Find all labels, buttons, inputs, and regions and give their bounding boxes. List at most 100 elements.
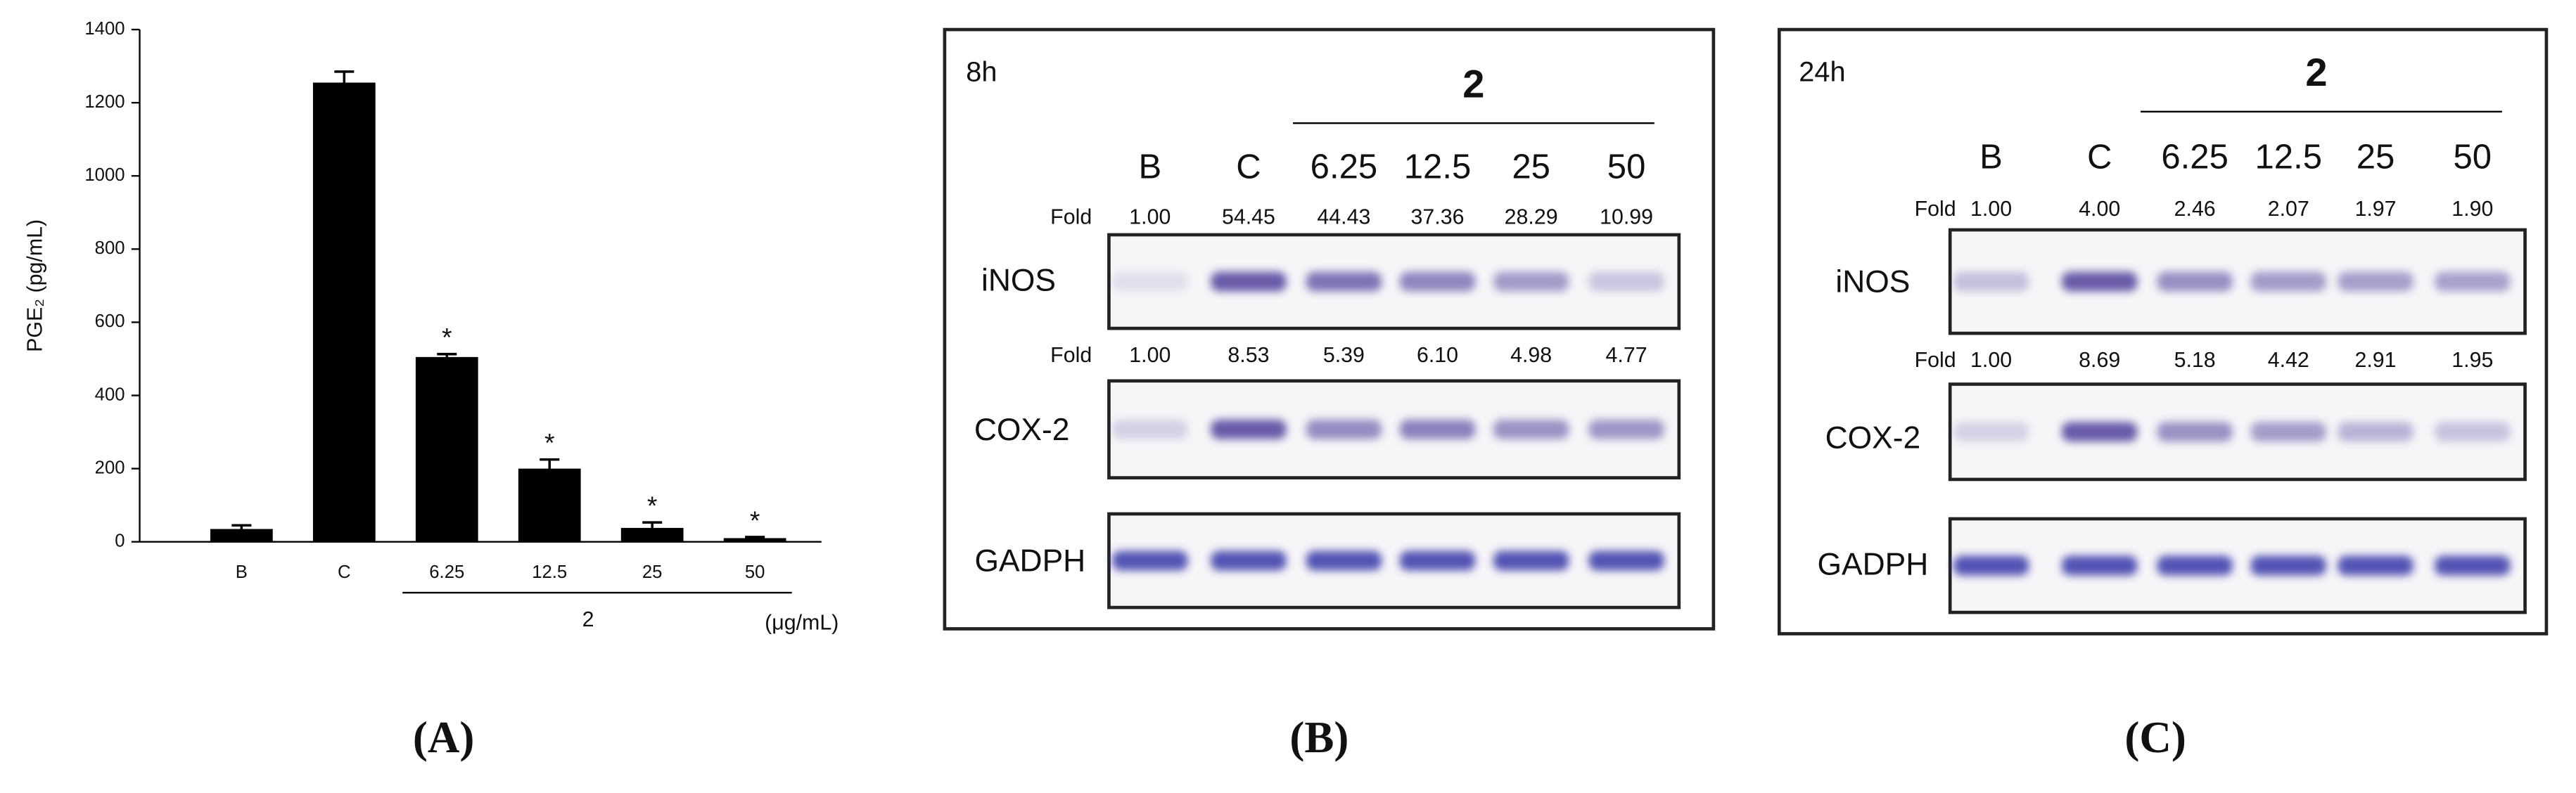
fold-label: Fold	[1050, 344, 1092, 367]
y-tick-label: 600	[95, 311, 125, 331]
fold-value: 4.00	[2079, 198, 2120, 221]
band	[2061, 422, 2138, 442]
lane-label: 25	[1512, 148, 1550, 186]
blot-frame	[1948, 517, 2527, 614]
y-tick-label: 200	[95, 458, 125, 477]
band	[2435, 271, 2511, 292]
band	[2435, 555, 2511, 576]
fold-value: 2.46	[2174, 198, 2216, 221]
y-tick-label: 1000	[84, 165, 125, 185]
band	[2250, 422, 2326, 442]
fold-value: 4.42	[2268, 349, 2309, 372]
band	[2061, 555, 2138, 576]
band	[2338, 422, 2414, 442]
lane-label: 50	[2454, 138, 2492, 176]
bar	[415, 356, 478, 542]
time-label: 24h	[1799, 57, 1845, 88]
band	[1211, 550, 1287, 571]
fold-label: Fold	[1915, 198, 1956, 221]
blot-frame	[1107, 233, 1681, 330]
band	[1306, 550, 1382, 571]
y-tick-label: 1400	[84, 19, 125, 39]
error-bar	[745, 536, 765, 539]
fold-value: 1.90	[2451, 198, 2493, 221]
band	[1493, 550, 1569, 571]
y-tick-label: 800	[95, 238, 125, 258]
row-label: GADPH	[974, 544, 1085, 579]
x-tick-label: B	[236, 562, 248, 582]
band	[2435, 422, 2511, 442]
significance-mark: *	[750, 505, 760, 535]
y-tick-label: 0	[115, 531, 125, 550]
band	[1399, 550, 1476, 571]
fold-value: 28.29	[1505, 206, 1558, 229]
band	[1112, 550, 1188, 571]
error-bar	[642, 521, 663, 528]
panel-label: (C)	[2124, 713, 2186, 762]
significance-mark: *	[544, 427, 555, 457]
fold-value: 1.00	[1129, 206, 1171, 229]
lane-label: 6.25	[2161, 138, 2228, 176]
band	[1953, 555, 2029, 576]
x-tick-label: 12.5	[532, 562, 567, 582]
band	[1493, 419, 1569, 439]
row-label: COX-2	[974, 413, 1070, 447]
bar	[620, 527, 684, 542]
lane-label: 50	[1607, 148, 1646, 186]
lane-label: B	[1979, 138, 2003, 176]
lane-label: B	[1138, 148, 1161, 186]
band	[2338, 555, 2414, 576]
fold-value: 8.53	[1228, 344, 1269, 367]
band	[1112, 419, 1188, 439]
fold-value: 4.98	[1510, 344, 1552, 367]
band	[1493, 271, 1569, 292]
significance-mark: *	[442, 323, 452, 352]
blot-frame	[1948, 382, 2527, 482]
band	[1399, 271, 1476, 292]
band	[2157, 422, 2233, 442]
group-label: 2	[2305, 50, 2327, 94]
error-bar	[231, 524, 252, 529]
fold-value: 8.69	[2079, 349, 2120, 372]
bar	[210, 529, 273, 542]
group-label: 2	[582, 608, 594, 631]
band	[1211, 419, 1287, 439]
fold-value: 1.00	[1970, 349, 2012, 372]
fold-value: 4.77	[1606, 344, 1647, 367]
y-tick-label: 1200	[84, 92, 125, 112]
time-label: 8h	[966, 57, 997, 88]
fold-value: 44.43	[1317, 206, 1370, 229]
row-label: iNOS	[981, 263, 1056, 297]
x-tick-label: 25	[642, 562, 663, 582]
group-label: 2	[1462, 62, 1484, 106]
row-label: iNOS	[1835, 265, 1910, 299]
band	[1211, 271, 1287, 292]
band	[1399, 419, 1476, 439]
lane-label: C	[1236, 148, 1261, 186]
fold-value: 1.00	[1129, 344, 1171, 367]
fold-value: 10.99	[1600, 206, 1653, 229]
error-bar	[540, 458, 560, 469]
band	[1588, 271, 1664, 292]
band	[2157, 271, 2233, 292]
x-tick-label: 6.25	[429, 562, 464, 582]
bar	[518, 468, 581, 542]
fold-value: 1.97	[2354, 198, 2396, 221]
row-label: COX-2	[1825, 421, 1921, 456]
unit-label: (μg/mL)	[765, 611, 839, 634]
band	[1306, 271, 1382, 292]
band	[1588, 419, 1664, 439]
fold-label: Fold	[1915, 349, 1956, 372]
fold-value: 1.00	[1970, 198, 2012, 221]
significance-mark: *	[647, 491, 658, 520]
lane-label: 6.25	[1311, 148, 1377, 186]
error-bar	[334, 70, 355, 83]
band	[2250, 555, 2326, 576]
panel-frame	[1777, 27, 2549, 636]
fold-value: 2.07	[2268, 198, 2309, 221]
band	[2250, 271, 2326, 292]
bar	[312, 82, 376, 542]
x-tick-label: 50	[745, 562, 765, 582]
panel-label: (B)	[1289, 713, 1348, 762]
